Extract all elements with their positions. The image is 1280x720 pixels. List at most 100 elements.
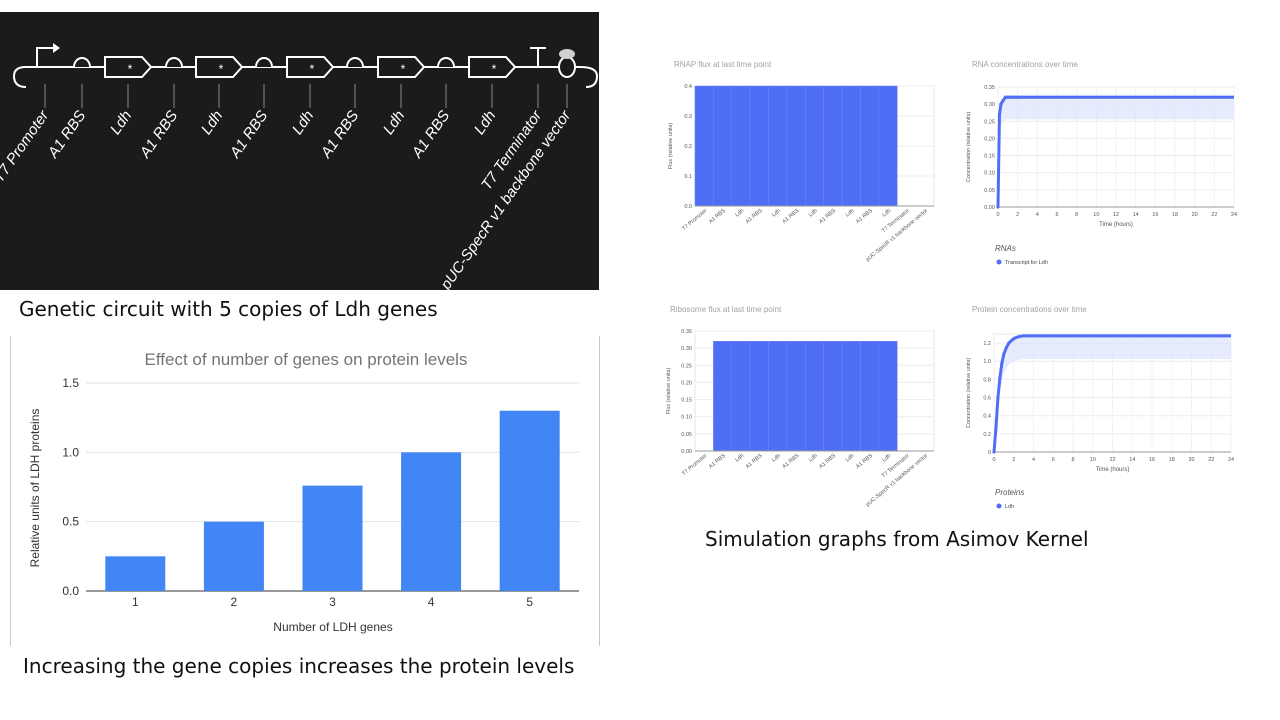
cds-marker: * — [219, 62, 224, 76]
x-tick-label: Ldh — [771, 453, 782, 464]
x-tick-label: 5 — [526, 595, 533, 609]
y-tick-label: 0.20 — [681, 380, 692, 386]
bar — [713, 341, 733, 452]
x-tick-label: 12 — [1113, 212, 1119, 218]
bar — [841, 341, 861, 452]
rnap-flux-chart: 0.00.10.20.30.4T7 Promoter A1 RBS Ldh A1 RB… — [668, 84, 935, 263]
bar — [805, 85, 824, 207]
series-band — [994, 333, 1231, 452]
rna-conc-title: RNA concentrations over time — [972, 60, 1078, 69]
x-tick-label: Ldh — [808, 453, 819, 464]
part-label: pUC-SpecR v1 backbone vector — [437, 107, 575, 290]
part-label: Ldh — [471, 108, 499, 138]
rbs-glyph — [437, 57, 455, 68]
terminator-glyph — [530, 47, 546, 67]
data-point — [1003, 95, 1007, 99]
part-label: Ldh — [198, 108, 226, 138]
legend-title: Proteins — [995, 488, 1024, 497]
x-tick-label: 0 — [992, 457, 995, 463]
y-tick-label: 0.05 — [681, 432, 692, 438]
y-tick-label: 0.1 — [684, 174, 692, 180]
y-tick-label: 0.25 — [681, 363, 692, 369]
y-tick-label: 0.10 — [984, 171, 995, 177]
conclusion-caption: Increasing the gene copies increases the… — [23, 654, 575, 678]
x-tick-label: A1 RBS — [708, 453, 727, 470]
circuit-caption: Genetic circuit with 5 copies of Ldh gen… — [19, 297, 438, 321]
rnap-flux-title: RNAP flux at last time point — [674, 60, 772, 69]
y-tick-label: 0.35 — [984, 85, 995, 91]
y-tick-label: 0.30 — [984, 102, 995, 108]
bar — [203, 521, 264, 591]
bar — [823, 85, 843, 207]
x-tick-label: Ldh — [881, 453, 892, 464]
y-tick-label: 0.3 — [684, 114, 692, 120]
x-tick-label: Ldh — [734, 208, 745, 219]
y-tick-label: 0.4 — [983, 414, 991, 420]
x-tick-label: 3 — [329, 595, 336, 609]
y-tick-label: 0.25 — [984, 119, 995, 125]
x-tick-label: A1 RBS — [745, 208, 764, 225]
bar — [823, 341, 843, 452]
y-tick-label: 0.5 — [62, 515, 79, 529]
y-axis-label: Concentration (relative units) — [966, 358, 972, 428]
y-tick-label: 1.0 — [983, 359, 991, 365]
x-tick-label: 4 — [428, 595, 435, 609]
bar — [786, 85, 806, 207]
data-point — [1000, 361, 1004, 365]
y-tick-label: 0.2 — [983, 432, 991, 438]
data-point — [1006, 95, 1010, 99]
y-tick-label: 0 — [988, 450, 991, 456]
x-tick-label: A1 RBS — [818, 453, 837, 470]
x-tick-label: 20 — [1192, 212, 1198, 218]
cds-glyph — [377, 56, 426, 78]
x-tick-label: 16 — [1149, 457, 1155, 463]
cds-marker: * — [492, 62, 497, 76]
bar — [860, 341, 880, 452]
y-tick-label: 0.6 — [983, 396, 991, 402]
y-tick-label: 0.15 — [681, 398, 692, 404]
x-tick-label: A1 RBS — [708, 208, 727, 225]
data-point — [1002, 352, 1006, 356]
y-tick-label: 0.15 — [984, 154, 995, 160]
part-label: Ldh — [380, 108, 408, 138]
cds-marker: * — [401, 62, 406, 76]
x-tick-label: 8 — [1075, 212, 1078, 218]
rbs-glyph — [165, 57, 183, 68]
x-tick-label: 16 — [1152, 212, 1158, 218]
bar — [841, 85, 861, 207]
bar — [749, 341, 769, 452]
x-tick-label: 22 — [1208, 457, 1214, 463]
bar — [786, 341, 806, 452]
x-tick-label: 0 — [996, 212, 999, 218]
rbs-glyph — [73, 57, 91, 68]
x-tick-label: 20 — [1188, 457, 1194, 463]
x-tick-label: 18 — [1169, 457, 1175, 463]
y-tick-label: 0.4 — [684, 84, 692, 90]
bar — [768, 85, 788, 207]
data-point — [1001, 99, 1005, 103]
y-tick-label: 1.0 — [62, 445, 79, 459]
x-tick-label: 18 — [1172, 212, 1178, 218]
ribosome-flux-chart: 0.00 0.05 0.10 0.15 0.20 0.25 0.30 0.35 T7 Promo… — [666, 329, 935, 508]
legend-marker — [996, 503, 1002, 509]
backbone-origin-glyph — [558, 56, 576, 78]
data-point — [1011, 95, 1015, 99]
protein-level-chart: Effect of number of genes on protein lev… — [10, 336, 600, 646]
ribosome-flux-title: Ribosome flux at last time point — [670, 305, 782, 314]
data-point — [994, 425, 998, 430]
x-tick-label: Ldh — [808, 208, 819, 219]
y-axis-label: Concentration (relative units) — [966, 112, 972, 182]
y-tick-label: 1.5 — [62, 376, 79, 390]
part-label: A1 RBS — [226, 108, 271, 162]
series-line — [992, 334, 1231, 453]
x-tick-label: 6 — [1052, 457, 1055, 463]
x-tick-label: 2 — [231, 595, 238, 609]
bar — [878, 341, 898, 452]
cds-glyph — [104, 56, 153, 78]
x-tick-label: 4 — [1032, 457, 1035, 463]
data-point — [998, 375, 1002, 380]
part-label: A1 RBS — [44, 108, 89, 162]
y-tick-label: 0.10 — [681, 415, 692, 421]
y-tick-label: 0.0 — [684, 204, 692, 210]
